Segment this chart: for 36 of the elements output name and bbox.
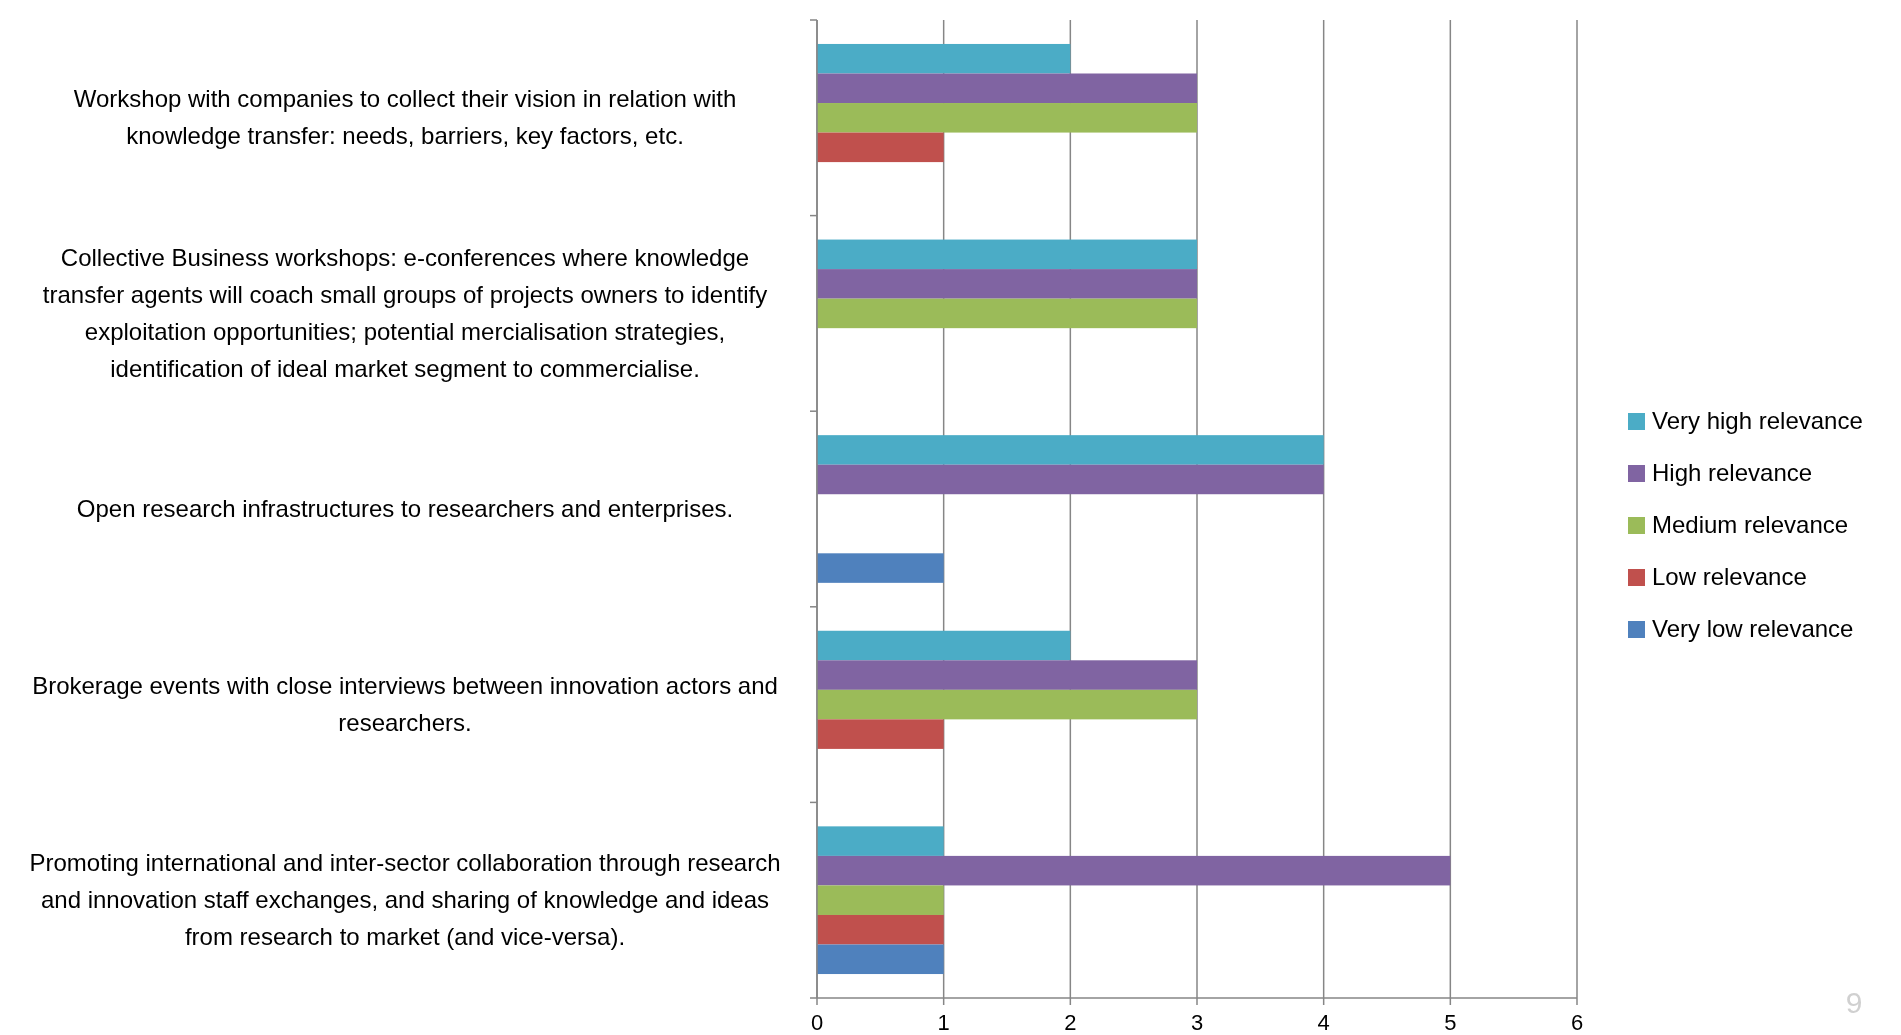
x-tick-label: 3 (1190, 1010, 1204, 1035)
bar (817, 719, 944, 749)
x-tick-label: 2 (1064, 1010, 1077, 1035)
legend-label: Very low relevance (1652, 615, 1854, 642)
bar (817, 464, 1324, 495)
bar (817, 239, 1197, 270)
legend-label: Low relevance (1652, 563, 1807, 590)
bar (817, 43, 1071, 74)
y-tick-label: Promoting international and inter-sector collaboration through research and innovation staff exchanges, and sharing of knowledge and ideas from research to market (and vice-versa). (29, 849, 781, 951)
legend-label: High relevance (1652, 459, 1813, 486)
bar (817, 298, 1197, 329)
x-tick-label: 6 (1570, 1010, 1584, 1035)
bar (817, 132, 944, 163)
bar (817, 630, 1071, 661)
bar (817, 660, 1197, 690)
bar (817, 435, 1324, 465)
x-tick-label: 4 (1317, 1010, 1330, 1035)
x-tick-label: 1 (937, 1010, 950, 1035)
bar (817, 944, 944, 975)
y-tick-label: Collective Business workshops: e-conferences where knowledge transfer agents will coach small groups of projects owners to identify exploitation opportunities; potential mercialisation strategies, identification of ideal market segment to commercialise. (42, 243, 768, 382)
bar (817, 855, 1451, 886)
bar (817, 826, 944, 856)
bar (817, 73, 1197, 104)
x-tick-label: 0 (810, 1010, 824, 1035)
y-tick-label: Brokerage events with close interviews between innovation actors and researchers. (32, 672, 778, 737)
bar (817, 885, 944, 915)
bar (817, 103, 1197, 133)
legend-label: Very high relevance (1652, 407, 1863, 434)
x-tick-label: 5 (1444, 1010, 1457, 1035)
y-tick-label: Workshop with companies to collect their vision in relation with knowledge transfer: needs, barriers, key factors, etc. (73, 85, 737, 150)
y-tick-label: Open research infrastructures to researchers and enterprises. (76, 495, 734, 522)
legend-label: Medium relevance (1652, 511, 1849, 538)
bar (817, 553, 944, 583)
bar (817, 269, 1197, 299)
bar (817, 914, 944, 945)
bar (817, 689, 1197, 720)
